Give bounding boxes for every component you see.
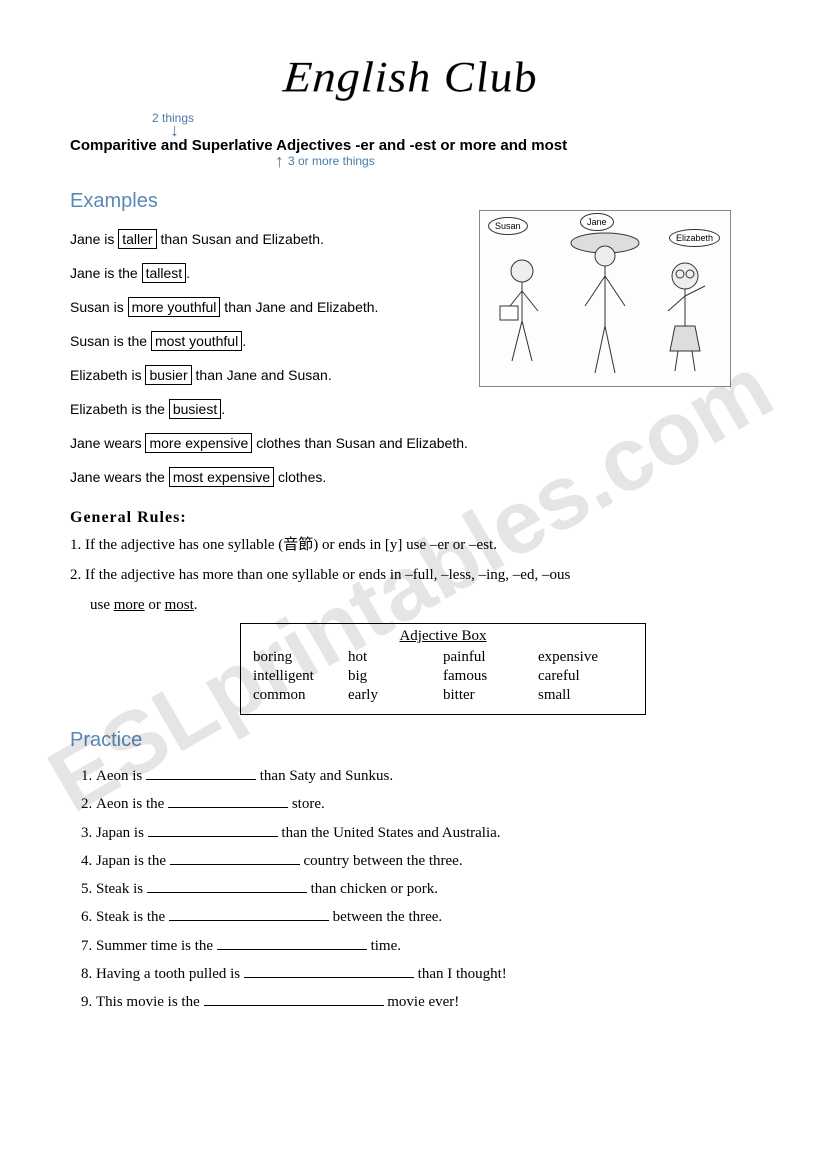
- example-line: Jane wears the most expensive clothes.: [70, 469, 751, 485]
- practice-blank[interactable]: [170, 849, 300, 865]
- practice-item: Japan is the country between the three.: [96, 849, 751, 873]
- practice-blank[interactable]: [148, 821, 278, 837]
- example-pre: Jane is: [70, 231, 118, 247]
- rules-heading: General Rules:: [70, 509, 751, 527]
- practice-blank[interactable]: [204, 990, 384, 1006]
- practice-item: Having a tooth pulled is than I thought!: [96, 962, 751, 986]
- illustration: Susan Jane Elizabeth: [479, 210, 731, 387]
- adjective-word: bitter: [443, 687, 538, 704]
- practice-pre: Japan is: [96, 825, 148, 841]
- subtitle: Comparitive and Superlative Adjectives -…: [70, 137, 751, 154]
- annotation-top: 2 things: [152, 111, 751, 125]
- arrow-up-icon: ↑: [275, 154, 284, 168]
- practice-list: Aeon is than Saty and Sunkus. Aeon is the…: [70, 764, 751, 1014]
- adjective-word: big: [348, 668, 443, 685]
- adjective-word: early: [348, 687, 443, 704]
- example-pre: Jane wears: [70, 435, 145, 451]
- example-line: Jane wears more expensive clothes than S…: [70, 435, 751, 451]
- practice-item: Steak is the between the three.: [96, 905, 751, 929]
- arrow-down-icon: ↓: [170, 125, 751, 135]
- practice-blank[interactable]: [147, 877, 307, 893]
- example-line: Elizabeth is the busiest.: [70, 401, 751, 417]
- adjective-word: intelligent: [253, 668, 348, 685]
- practice-post: movie ever!: [384, 994, 460, 1010]
- practice-post: than chicken or pork.: [307, 881, 438, 897]
- practice-blank[interactable]: [168, 792, 288, 808]
- adjective-word: careful: [538, 668, 633, 685]
- practice-item: Summer time is the time.: [96, 934, 751, 958]
- example-post: .: [186, 265, 190, 281]
- practice-post: than I thought!: [414, 966, 507, 982]
- example-post: clothes.: [274, 469, 326, 485]
- practice-post: than the United States and Australia.: [278, 825, 501, 841]
- practice-pre: Aeon is: [96, 768, 146, 784]
- adjective-row: commonearlybittersmall: [253, 687, 633, 704]
- practice-heading: Practice: [70, 729, 751, 752]
- adjective-word: expensive: [538, 649, 633, 666]
- practice-item: Steak is than chicken or pork.: [96, 877, 751, 901]
- practice-pre: Steak is: [96, 881, 147, 897]
- rule-2: 2. If the adjective has more than one sy…: [70, 563, 751, 587]
- example-post: than Jane and Elizabeth.: [220, 299, 378, 315]
- bubble-susan: Susan: [488, 217, 528, 235]
- adjective-word: painful: [443, 649, 538, 666]
- practice-blank[interactable]: [146, 764, 256, 780]
- annotation-bottom: 3 or more things: [288, 154, 375, 168]
- rule-1: 1. If the adjective has one syllable (音節…: [70, 533, 751, 557]
- example-boxed-word: busier: [145, 365, 191, 385]
- practice-post: store.: [288, 796, 325, 812]
- adjective-word: famous: [443, 668, 538, 685]
- example-pre: Susan is: [70, 299, 128, 315]
- adjective-word: boring: [253, 649, 348, 666]
- example-post: clothes than Susan and Elizabeth.: [252, 435, 468, 451]
- practice-item: Aeon is than Saty and Sunkus.: [96, 764, 751, 788]
- practice-pre: Japan is the: [96, 853, 170, 869]
- adjective-box-title: Adjective Box: [253, 628, 633, 645]
- example-boxed-word: more expensive: [145, 433, 252, 453]
- page-title: English Club: [63, 52, 758, 102]
- example-post: than Susan and Elizabeth.: [157, 231, 324, 247]
- bubble-jane: Jane: [580, 213, 614, 231]
- example-post: than Jane and Susan.: [192, 367, 332, 383]
- example-pre: Susan is the: [70, 333, 151, 349]
- practice-item: Japan is than the United States and Aust…: [96, 821, 751, 845]
- adjective-word: hot: [348, 649, 443, 666]
- example-post: .: [242, 333, 246, 349]
- example-pre: Elizabeth is: [70, 367, 145, 383]
- example-boxed-word: busiest: [169, 399, 221, 419]
- practice-post: between the three.: [329, 909, 442, 925]
- example-post: .: [221, 401, 225, 417]
- practice-blank[interactable]: [244, 962, 414, 978]
- example-pre: Jane is the: [70, 265, 142, 281]
- practice-post: country between the three.: [300, 853, 463, 869]
- example-boxed-word: taller: [118, 229, 156, 249]
- example-pre: Jane wears the: [70, 469, 169, 485]
- example-boxed-word: more youthful: [128, 297, 221, 317]
- practice-pre: Aeon is the: [96, 796, 168, 812]
- practice-item: Aeon is the store.: [96, 792, 751, 816]
- example-boxed-word: most expensive: [169, 467, 274, 487]
- practice-pre: Summer time is the: [96, 938, 217, 954]
- adjective-word: small: [538, 687, 633, 704]
- practice-pre: Steak is the: [96, 909, 169, 925]
- practice-blank[interactable]: [217, 934, 367, 950]
- example-boxed-word: most youthful: [151, 331, 242, 351]
- example-pre: Elizabeth is the: [70, 401, 169, 417]
- bubble-elizabeth: Elizabeth: [669, 229, 720, 247]
- practice-post: than Saty and Sunkus.: [256, 768, 393, 784]
- example-boxed-word: tallest: [142, 263, 187, 283]
- adjective-box: Adjective Box boringhotpainfulexpensive i…: [240, 623, 646, 715]
- adjective-row: intelligentbigfamouscareful: [253, 668, 633, 685]
- adjective-word: common: [253, 687, 348, 704]
- rule-2-cont: use more or most.: [90, 593, 751, 617]
- practice-item: This movie is the movie ever!: [96, 990, 751, 1014]
- practice-pre: Having a tooth pulled is: [96, 966, 244, 982]
- page-content: English Club 2 things ↓ Comparitive and …: [0, 0, 821, 1049]
- practice-post: time.: [367, 938, 401, 954]
- practice-pre: This movie is the: [96, 994, 204, 1010]
- adjective-row: boringhotpainfulexpensive: [253, 649, 633, 666]
- practice-blank[interactable]: [169, 905, 329, 921]
